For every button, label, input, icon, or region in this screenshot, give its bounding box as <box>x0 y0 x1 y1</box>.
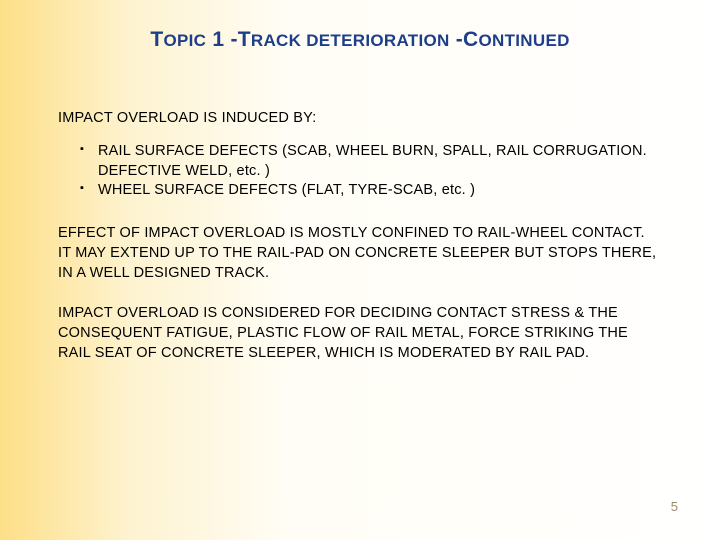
page-number: 5 <box>671 499 678 514</box>
section-label: IMPACT OVERLOAD IS INDUCED BY: <box>58 110 662 126</box>
list-item: RAIL SURFACE DEFECTS (SCAB, WHEEL BURN, … <box>80 142 662 181</box>
body-paragraph: IMPACT OVERLOAD IS CONSIDERED FOR DECIDI… <box>58 303 662 363</box>
bullet-list: RAIL SURFACE DEFECTS (SCAB, WHEEL BURN, … <box>58 142 662 201</box>
list-item: WHEEL SURFACE DEFECTS (FLAT, TYRE-SCAB, … <box>80 181 662 201</box>
body-paragraph: EFFECT OF IMPACT OVERLOAD IS MOSTLY CONF… <box>58 223 662 283</box>
slide-title: TOPIC 1 -TRACK DETERIORATION -CONTINUED <box>58 28 662 52</box>
slide: TOPIC 1 -TRACK DETERIORATION -CONTINUED … <box>0 0 720 540</box>
